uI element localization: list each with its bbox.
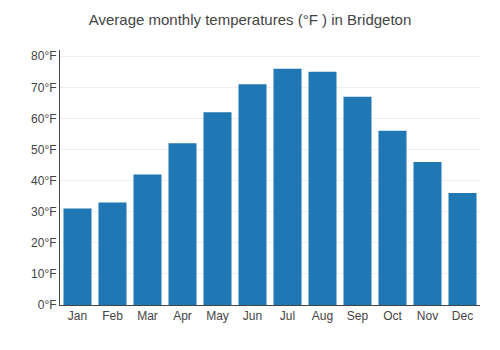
svg-text:Aug: Aug (312, 309, 333, 323)
svg-text:Oct: Oct (383, 309, 402, 323)
svg-text:80°F: 80°F (31, 49, 56, 63)
svg-text:40°F: 40°F (31, 174, 56, 188)
svg-text:Sep: Sep (347, 309, 369, 323)
svg-text:Jul: Jul (280, 309, 295, 323)
svg-text:Nov: Nov (417, 309, 438, 323)
svg-text:60°F: 60°F (31, 112, 56, 126)
svg-text:Dec: Dec (452, 309, 473, 323)
svg-text:Average monthly temperatures (: Average monthly temperatures (°F ) in Br… (89, 11, 412, 28)
svg-text:50°F: 50°F (31, 143, 56, 157)
svg-text:Jun: Jun (243, 309, 262, 323)
svg-text:Apr: Apr (173, 309, 192, 323)
svg-text:May: May (206, 309, 229, 323)
svg-text:Feb: Feb (102, 309, 123, 323)
svg-text:30°F: 30°F (31, 205, 56, 219)
svg-text:Mar: Mar (137, 309, 158, 323)
svg-text:70°F: 70°F (31, 81, 56, 95)
svg-text:Jan: Jan (68, 309, 87, 323)
svg-text:10°F: 10°F (31, 267, 56, 281)
svg-text:0°F: 0°F (38, 298, 57, 312)
svg-text:20°F: 20°F (31, 236, 56, 250)
